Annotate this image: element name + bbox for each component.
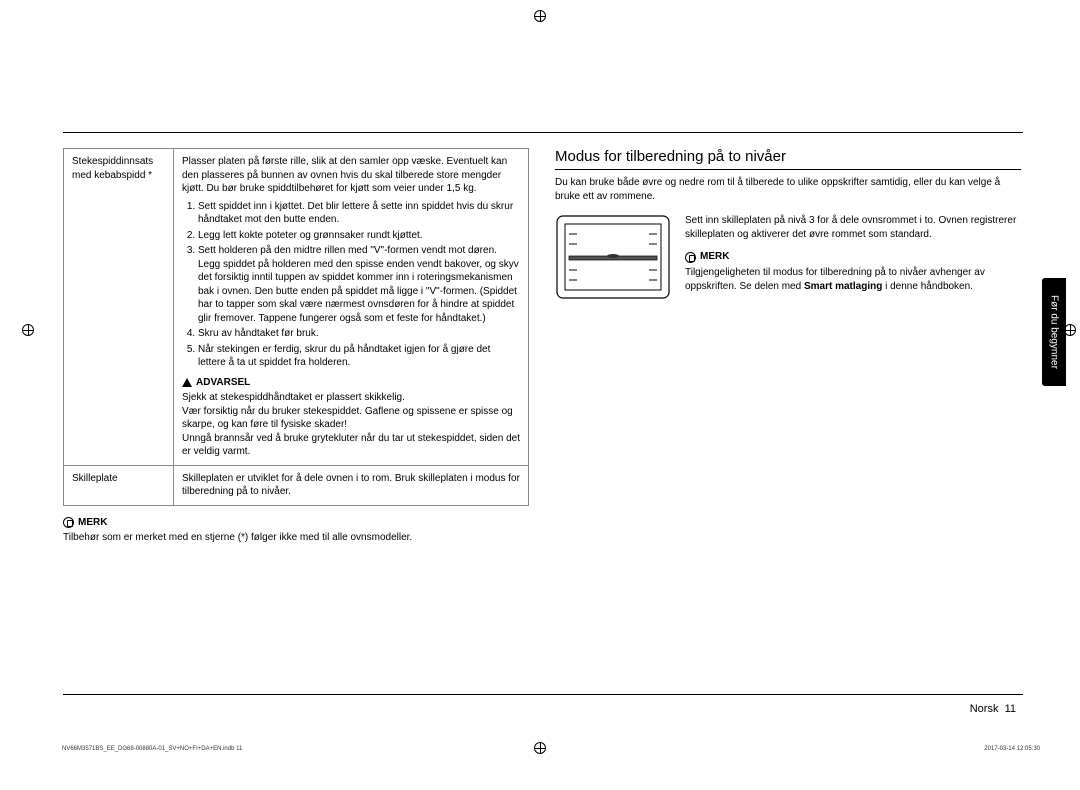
- steps-list: Sett spiddet inn i kjøttet. Det blir let…: [182, 200, 520, 370]
- page-num: 11: [1005, 703, 1016, 715]
- page-lang: Norsk: [970, 703, 999, 715]
- list-item: Skru av håndtaket før bruk.: [198, 327, 520, 341]
- cell-label: Stekespiddinnsats med kebabspidd *: [64, 149, 174, 466]
- cell-body: Skilleplaten er utviklet for å dele ovne…: [174, 465, 529, 505]
- note-text-bold: Smart matlaging: [804, 281, 882, 292]
- left-column: Stekespiddinnsats med kebabspidd * Plass…: [63, 148, 529, 545]
- footer-filename: NV66M3571BS_EE_DG68-00880A-01_SV+NO+FI+D…: [62, 746, 242, 752]
- note-label: MERK: [78, 516, 107, 530]
- table-row: Stekespiddinnsats med kebabspidd * Plass…: [64, 149, 529, 466]
- registration-mark-top: [534, 10, 546, 22]
- list-item: Når stekingen er ferdig, skrur du på hån…: [198, 343, 520, 370]
- cell-body: Plasser platen på første rille, slik at …: [174, 149, 529, 466]
- list-item: Sett holderen på den midtre rillen med "…: [198, 244, 520, 325]
- warning-icon: [182, 378, 192, 387]
- section-title: Modus for tilberedning på to nivåer: [555, 148, 1021, 170]
- registration-mark-bottom: [534, 742, 546, 754]
- content-columns: Stekespiddinnsats med kebabspidd * Plass…: [63, 148, 1023, 545]
- note-text-b: i denne håndboken.: [882, 281, 973, 292]
- note-heading: MERK: [63, 516, 529, 530]
- note-heading: MERK: [685, 250, 1021, 264]
- warning-heading: ADVARSEL: [182, 376, 520, 390]
- warning-label: ADVARSEL: [196, 376, 250, 390]
- accessory-table: Stekespiddinnsats med kebabspidd * Plass…: [63, 148, 529, 506]
- rule-top: [63, 132, 1023, 133]
- footer-timestamp: 2017-03-14 12:05:30: [984, 746, 1040, 752]
- note-body: Tilgjengeligheten til modus for tilbered…: [685, 266, 1021, 294]
- table-row: Skilleplate Skilleplaten er utviklet for…: [64, 465, 529, 505]
- registration-mark-left: [22, 324, 34, 336]
- figure-para: Sett inn skilleplaten på nivå 3 for å de…: [685, 214, 1021, 242]
- note-icon: [63, 517, 74, 528]
- list-item: Sett spiddet inn i kjøttet. Det blir let…: [198, 200, 520, 227]
- section-tab: Før du begynner: [1042, 278, 1066, 386]
- note-icon: [685, 252, 696, 263]
- note-left: MERK Tilbehør som er merket med en stjer…: [63, 516, 529, 545]
- oven-illustration: [555, 214, 671, 300]
- note-label: MERK: [700, 250, 729, 264]
- figure-row: Sett inn skilleplaten på nivå 3 for å de…: [555, 214, 1021, 300]
- warning-body: Sjekk at stekespiddhåndtaket er plassert…: [182, 391, 520, 459]
- figure-text: Sett inn skilleplaten på nivå 3 for å de…: [685, 214, 1021, 300]
- list-item: Legg lett kokte poteter og grønnsaker ru…: [198, 229, 520, 243]
- rule-bottom: [63, 694, 1023, 695]
- intro-text: Plasser platen på første rille, slik at …: [182, 155, 520, 196]
- note-body: Tilbehør som er merket med en stjerne (*…: [63, 531, 529, 545]
- right-column: Modus for tilberedning på to nivåer Du k…: [555, 148, 1021, 545]
- page-number: Norsk 11: [970, 703, 1016, 715]
- cell-label: Skilleplate: [64, 465, 174, 505]
- section-intro: Du kan bruke både øvre og nedre rom til …: [555, 176, 1021, 204]
